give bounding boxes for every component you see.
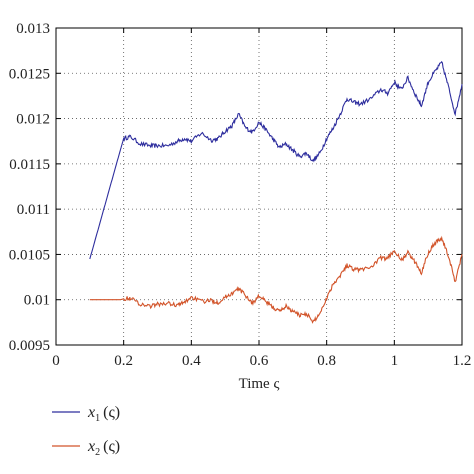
y-tick-label: 0.0095 (9, 338, 50, 354)
x-tick-label: 0.2 (114, 353, 133, 369)
legend-subscript: 2 (95, 447, 100, 458)
x-tick-label: 0.8 (317, 353, 336, 369)
legend-subscript: 1 (95, 413, 100, 424)
y-tick-label: 0.01 (24, 293, 50, 309)
y-tick-label: 0.0125 (9, 66, 50, 82)
legend-var: x (87, 438, 95, 455)
legend-paren-close: ) (115, 404, 120, 421)
legend-arg: ς (108, 438, 115, 455)
legend-var: x (87, 404, 95, 421)
y-tick-label: 0.0105 (9, 247, 50, 263)
y-tick-label: 0.011 (17, 202, 50, 218)
x-tick-label: 1 (391, 353, 399, 369)
x-tick-label: 0 (52, 353, 60, 369)
axis-ticks: 0 0.2 0.4 0.6 0.8 1 1.2 0.0095 0.01 0.0105 0.011 0.… (9, 21, 472, 369)
legend-paren-close: ) (115, 438, 120, 455)
x-tick-label: 0.6 (250, 353, 269, 369)
legend-paren-open: ( (103, 438, 108, 455)
grid-lines (56, 28, 462, 345)
y-tick-label: 0.0115 (9, 157, 50, 173)
series-line-1 (89, 60, 463, 260)
legend-paren-open: ( (103, 404, 108, 421)
series-lines (89, 60, 463, 324)
series-line-2 (89, 235, 463, 324)
x-tick-label: 0.4 (182, 353, 201, 369)
x-axis-label: Time ς (239, 376, 280, 392)
y-tick-label: 0.012 (16, 112, 50, 128)
legend-label-1: x1 (ς) (87, 404, 120, 424)
y-tick-label: 0.013 (16, 21, 50, 37)
x-tick-label: 1.2 (453, 353, 472, 369)
legend-arg: ς (108, 404, 115, 421)
legend-label-2: x2 (ς) (87, 438, 120, 458)
legend: x1 (ς)x2 (ς) (52, 404, 120, 458)
